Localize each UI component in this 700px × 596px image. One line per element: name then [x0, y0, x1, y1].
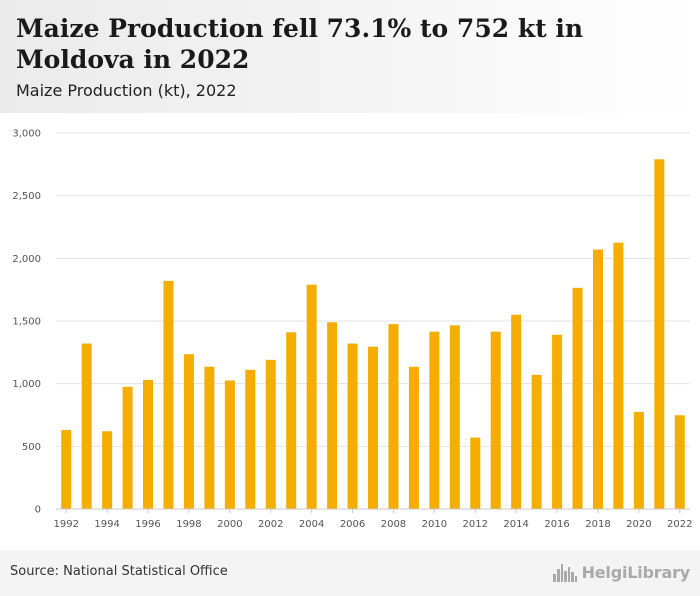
- y-tick-label: 500: [22, 442, 41, 453]
- y-tick-label: 3,000: [12, 129, 41, 140]
- x-tick-label: 2002: [258, 519, 283, 530]
- bar-2005: [327, 322, 338, 509]
- chart-subtitle: Maize Production (kt), 2022: [16, 81, 237, 100]
- skyline-icon: [552, 564, 577, 582]
- bar-2022: [674, 415, 685, 509]
- y-tick-label: 1,000: [12, 379, 41, 390]
- bar-2012: [470, 437, 481, 509]
- bar-1997: [163, 280, 174, 509]
- x-axis: 1992 1994 1996 1998 2000 2002 2004 2006 2008 2010…: [53, 508, 693, 530]
- bar-1992: [61, 430, 72, 509]
- x-tick-label: 1992: [53, 519, 78, 530]
- bar-2019: [613, 242, 624, 510]
- brand-name: HelgiLibrary: [581, 562, 691, 582]
- y-tick-label: 1,500: [12, 317, 41, 328]
- bar-2001: [245, 369, 256, 509]
- x-tick-label: 1994: [94, 519, 119, 530]
- x-tick-label: 2018: [585, 519, 610, 530]
- bar-2011: [449, 325, 460, 509]
- bar-2006: [347, 343, 358, 509]
- x-tick-label: 1998: [176, 519, 201, 530]
- y-tick-label: 2,500: [12, 191, 41, 202]
- y-axis: 0 500 1,000 1,500 2,000 2,500 3,000: [12, 129, 41, 516]
- bar-2009: [408, 366, 419, 509]
- chart-footer: Source: National Statistical Office Helg…: [0, 550, 700, 596]
- bar-1999: [204, 366, 215, 509]
- brand-logo: HelgiLibrary: [552, 561, 691, 583]
- bar-2021: [654, 159, 665, 509]
- bars-series: [61, 159, 685, 510]
- bar-2015: [531, 374, 542, 509]
- bar-1994: [102, 431, 113, 509]
- bar-2007: [368, 346, 378, 509]
- x-tick-label: 2012: [463, 519, 488, 530]
- x-tick-label: 2006: [340, 519, 365, 530]
- bar-1996: [143, 379, 154, 509]
- chart-title: Maize Production fell 73.1% to 752 kt in…: [16, 14, 584, 74]
- bar-2014: [511, 314, 522, 509]
- x-tick-label: 2016: [544, 519, 569, 530]
- bar-2010: [429, 331, 440, 509]
- x-tick-label: 2004: [299, 519, 324, 530]
- bar-2000: [224, 380, 235, 509]
- bar-2016: [552, 334, 563, 509]
- bar-1998: [183, 354, 194, 509]
- x-tick-label: 1996: [135, 519, 160, 530]
- bar-2002: [265, 359, 276, 509]
- bar-2003: [286, 332, 297, 509]
- source-note: Source: National Statistical Office: [10, 564, 228, 579]
- x-tick-label: 2010: [422, 519, 447, 530]
- x-tick-label: 2014: [503, 519, 528, 530]
- bar-2020: [633, 411, 644, 509]
- bar-2017: [572, 287, 583, 509]
- x-tick-label: 2022: [667, 519, 692, 530]
- chart-header: Maize Production fell 73.1% to 752 kt in…: [0, 0, 700, 113]
- x-tick-label: 2000: [217, 519, 242, 530]
- bar-1993: [81, 343, 92, 509]
- y-tick-label: 0: [35, 505, 41, 516]
- bar-2018: [592, 249, 603, 509]
- x-tick-label: 2008: [381, 519, 406, 530]
- x-tick-label: 2020: [626, 519, 651, 530]
- y-tick-label: 2,000: [12, 254, 41, 265]
- bar-1995: [122, 386, 133, 509]
- bar-2004: [306, 284, 317, 509]
- bar-2008: [388, 324, 399, 509]
- bar-2013: [490, 331, 501, 509]
